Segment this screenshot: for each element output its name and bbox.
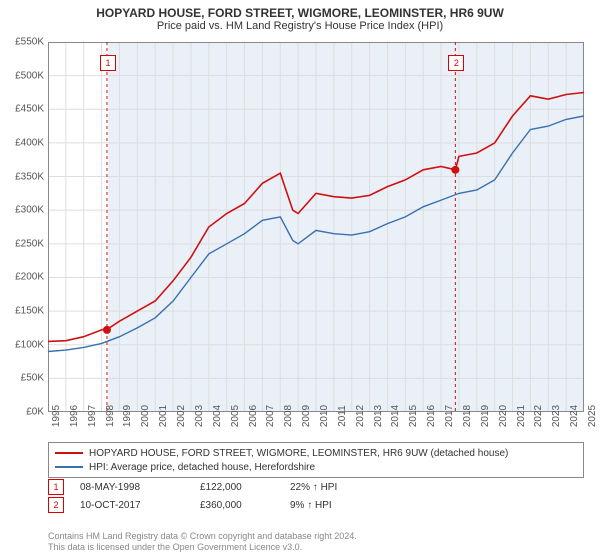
legend-row: HOPYARD HOUSE, FORD STREET, WIGMORE, LEO… (55, 446, 577, 460)
x-axis-label: 2004 (212, 405, 223, 427)
x-axis-label: 2003 (194, 405, 205, 427)
x-axis-label: 2023 (551, 405, 562, 427)
y-axis-label: £300K (15, 205, 44, 216)
x-axis-label: 2022 (533, 405, 544, 427)
y-axis-label: £0K (26, 407, 44, 418)
legend-label-property: HOPYARD HOUSE, FORD STREET, WIGMORE, LEO… (89, 448, 508, 459)
x-axis-label: 1999 (122, 405, 133, 427)
sale-date: 08-MAY-1998 (80, 482, 200, 493)
sale-row: 1 08-MAY-1998£122,00022% ↑ HPI (48, 478, 584, 496)
x-axis-label: 1996 (69, 405, 80, 427)
legend-row: HPI: Average price, detached house, Here… (55, 460, 577, 474)
x-axis-label: 2001 (158, 405, 169, 427)
y-axis-label: £350K (15, 171, 44, 182)
x-axis-label: 1998 (105, 405, 116, 427)
x-axis-label: 2014 (390, 405, 401, 427)
y-axis-label: £150K (15, 306, 44, 317)
y-axis-label: £550K (15, 37, 44, 48)
attribution-line: Contains HM Land Registry data © Crown c… (48, 531, 357, 543)
x-axis-label: 2015 (408, 405, 419, 427)
legend-swatch-hpi (55, 466, 83, 468)
x-axis-label: 2016 (426, 405, 437, 427)
sale-price: £122,000 (200, 482, 290, 493)
x-axis-label: 1997 (87, 405, 98, 427)
y-axis-label: £100K (15, 339, 44, 350)
page-subtitle: Price paid vs. HM Land Registry's House … (0, 20, 600, 34)
y-axis-label: £450K (15, 104, 44, 115)
page-title: HOPYARD HOUSE, FORD STREET, WIGMORE, LEO… (0, 0, 600, 20)
y-axis-label: £400K (15, 137, 44, 148)
x-axis-label: 2010 (319, 405, 330, 427)
legend: HOPYARD HOUSE, FORD STREET, WIGMORE, LEO… (48, 442, 584, 478)
y-axis-label: £250K (15, 238, 44, 249)
attribution: Contains HM Land Registry data © Crown c… (48, 531, 357, 554)
sale-marker-icon: 1 (48, 479, 64, 495)
sale-row: 2 10-OCT-2017£360,0009% ↑ HPI (48, 496, 584, 514)
chart-svg (48, 42, 584, 412)
x-axis-label: 2024 (569, 405, 580, 427)
sale-delta: 9% ↑ HPI (290, 500, 390, 511)
x-axis-label: 2017 (444, 405, 455, 427)
x-axis-label: 2006 (248, 405, 259, 427)
sale-delta: 22% ↑ HPI (290, 482, 390, 493)
sale-marker-icon: 2 (48, 497, 64, 513)
y-axis-label: £50K (21, 373, 44, 384)
y-axis-label: £200K (15, 272, 44, 283)
x-axis-label: 2020 (498, 405, 509, 427)
attribution-line: This data is licensed under the Open Gov… (48, 542, 357, 554)
sales-table: 1 08-MAY-1998£122,00022% ↑ HPI 2 10-OCT-201… (48, 478, 584, 514)
x-axis-label: 2013 (373, 405, 384, 427)
x-axis-label: 2009 (301, 405, 312, 427)
x-axis-label: 2021 (516, 405, 527, 427)
x-axis-label: 2008 (283, 405, 294, 427)
chart-marker-label: 2 (448, 55, 464, 71)
sale-date: 10-OCT-2017 (80, 500, 200, 511)
x-axis-label: 1995 (51, 405, 62, 427)
chart-marker-label: 1 (100, 55, 116, 71)
x-axis-label: 2025 (587, 405, 598, 427)
x-axis-label: 2005 (230, 405, 241, 427)
x-axis-label: 2007 (265, 405, 276, 427)
x-axis-label: 2000 (140, 405, 151, 427)
x-axis-label: 2012 (355, 405, 366, 427)
x-axis-label: 2011 (337, 405, 348, 427)
chart: £0K£50K£100K£150K£200K£250K£300K£350K£40… (48, 42, 584, 412)
x-axis-label: 2019 (480, 405, 491, 427)
sale-price: £360,000 (200, 500, 290, 511)
x-axis-label: 2002 (176, 405, 187, 427)
legend-swatch-property (55, 452, 83, 454)
legend-label-hpi: HPI: Average price, detached house, Here… (89, 462, 315, 473)
x-axis-label: 2018 (462, 405, 473, 427)
y-axis-label: £500K (15, 70, 44, 81)
